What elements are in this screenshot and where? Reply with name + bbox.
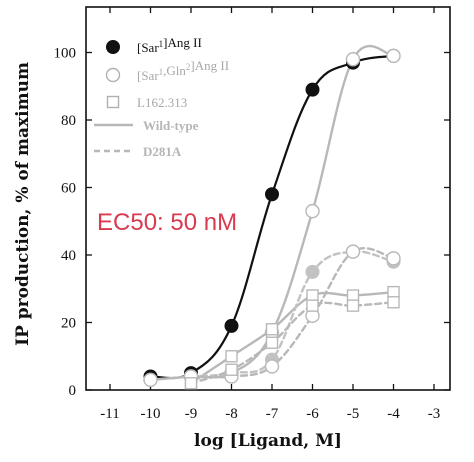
x-tick-label: -10 [141, 406, 161, 422]
x-tick-label: -8 [225, 406, 238, 422]
data-point-5-2 [265, 336, 279, 349]
data-point-2-5 [387, 285, 400, 299]
data-point-0-2 [224, 318, 239, 333]
data-point-0-4 [305, 82, 320, 97]
data-point-5-4 [346, 299, 360, 312]
x-tick-label: -6 [306, 406, 319, 422]
legend-label-2: L162.313 [137, 95, 187, 110]
ec50-annotation: EC50: 50 nM [97, 209, 237, 236]
y-tick-label: 20 [61, 316, 76, 332]
data-point-0-3 [265, 187, 279, 202]
x-tick-label: -3 [428, 406, 441, 422]
y-tick-label: 60 [61, 181, 76, 197]
legend: [Sar1]Ang II [Sar1,Gln2]Ang II L162.313 Wi… [94, 35, 229, 159]
x-tick-label: -4 [387, 406, 400, 422]
x-axis-title: log [Ligand, M] [194, 431, 342, 451]
data-point-5-3 [306, 299, 319, 312]
legend-marker-0 [106, 40, 120, 54]
data-point-2-4 [346, 289, 360, 302]
y-tick-label: 0 [69, 383, 77, 399]
x-tick-label: -11 [100, 406, 119, 422]
series-line-4 [189, 246, 395, 379]
data-point-4-5 [386, 251, 401, 266]
legend-line-label-0: Wild-type [143, 118, 199, 133]
legend-label-0: [Sar1]Ang II [137, 35, 202, 55]
series-line-3 [189, 250, 395, 378]
data-point-1-4 [305, 203, 320, 219]
y-tick-label: 80 [61, 113, 76, 129]
data-point-1-5 [345, 52, 361, 67]
data-point-5-0 [184, 377, 198, 390]
legend-label-1: [Sar1,Gln2]Ang II [137, 58, 229, 83]
data-point-4-2 [264, 359, 280, 374]
data-point-1-0 [143, 372, 158, 388]
plot-frame [85, 6, 451, 391]
x-tick-label: -5 [347, 406, 360, 422]
data-point-4-4 [345, 244, 361, 259]
data-point-2-3 [306, 289, 319, 302]
axis-ticks: -11 -10 -9 -8 -7 -6 -5 -4 -3 0 20 40 60 80 100 [54, 7, 450, 422]
series-markers [143, 48, 401, 390]
data-point-5-1 [225, 363, 238, 376]
y-tick-label: 40 [61, 248, 76, 264]
data-point-5-5 [387, 296, 400, 309]
legend-marker-1 [105, 67, 121, 83]
series-line-2 [189, 290, 395, 385]
data-point-3-3 [305, 264, 320, 279]
legend-marker-2 [106, 95, 120, 109]
y-axis-title: IP production, % of maximum [13, 62, 33, 346]
data-point-1-6 [386, 48, 401, 64]
x-tick-label: -7 [266, 406, 279, 422]
data-point-2-1 [225, 350, 238, 363]
data-point-2-2 [265, 323, 279, 336]
y-tick-label: 100 [54, 46, 77, 62]
legend-line-label-1: D281A [143, 144, 182, 159]
x-tick-label: -9 [185, 406, 198, 422]
